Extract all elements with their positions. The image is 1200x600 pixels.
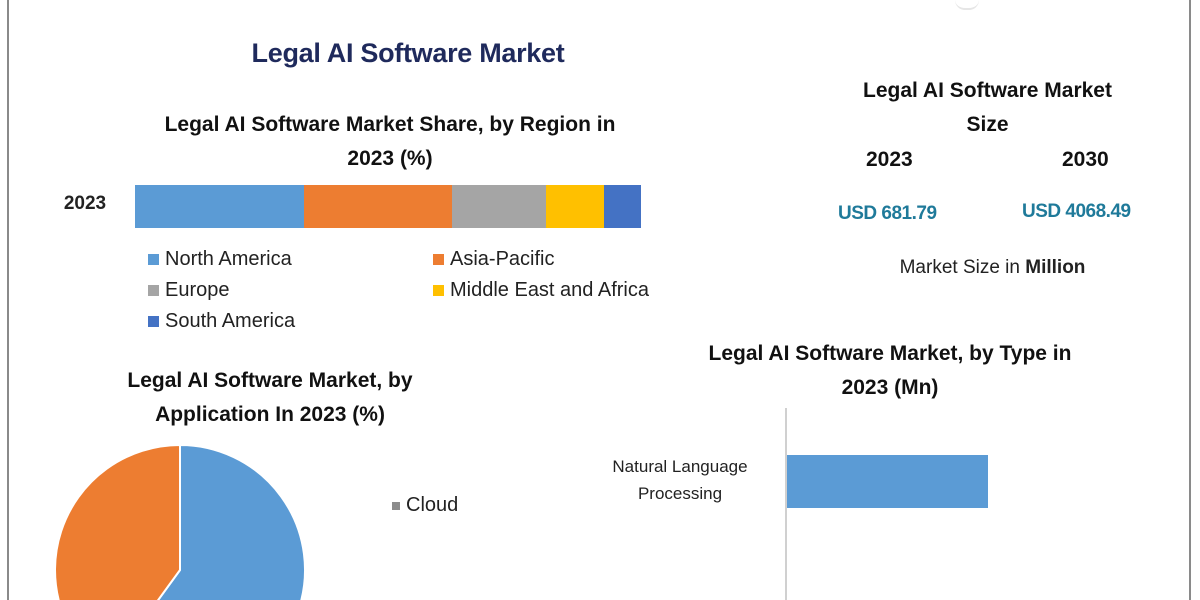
legend-cloud: Cloud xyxy=(392,494,458,517)
market-size-value-2030: USD 4068.49 xyxy=(1022,201,1131,222)
legend-north-america: North America xyxy=(148,248,292,271)
type-chart-axis xyxy=(785,408,787,600)
type-title-line2: 2023 (Mn) xyxy=(841,376,939,399)
market-size-note-prefix: Market Size in xyxy=(899,257,1026,278)
type-chart-title: Legal AI Software Market, by Type in 202… xyxy=(640,337,1140,405)
pie-slice-other xyxy=(54,443,181,600)
bar-segment-south-america xyxy=(604,185,641,228)
bar-segment-asia-pacific xyxy=(304,185,452,228)
bar-segment-middle-east-africa xyxy=(545,185,605,228)
legend-south-america: South America xyxy=(148,310,295,333)
type-category-label: Natural Language Processing xyxy=(585,453,775,507)
application-title-line1: Legal AI Software Market, by xyxy=(127,369,413,392)
legend-europe: Europe xyxy=(148,279,230,302)
market-size-title-line1: Legal AI Software Market xyxy=(863,79,1112,102)
bar-segment-north-america xyxy=(135,185,304,228)
legend-swatch-icon xyxy=(392,501,400,510)
frame-left-border xyxy=(7,0,9,600)
region-stacked-bar xyxy=(135,185,641,228)
pie-slice-cloud xyxy=(156,443,306,600)
market-size-year-2030: 2030 xyxy=(1062,148,1109,171)
region-chart-title: Legal AI Software Market Share, by Regio… xyxy=(110,108,670,176)
frame-right-border xyxy=(1189,0,1191,600)
legend-swatch-icon xyxy=(148,316,159,327)
market-size-note-unit: Million xyxy=(1025,257,1086,278)
application-pie-chart xyxy=(54,443,306,600)
legend-label: Cloud xyxy=(406,494,459,516)
legend-label: South America xyxy=(165,310,296,332)
legend-middle-east-africa: Middle East and Africa xyxy=(433,279,649,302)
market-size-title: Legal AI Software Market Size xyxy=(820,74,1155,142)
application-chart-title: Legal AI Software Market, by Application… xyxy=(70,364,470,432)
bar-segment-europe xyxy=(451,185,546,228)
legend-swatch-icon xyxy=(148,285,159,296)
legend-swatch-icon xyxy=(148,254,159,265)
region-title-line2: 2023 (%) xyxy=(347,147,433,170)
type-title-line1: Legal AI Software Market, by Type in xyxy=(708,342,1072,365)
legend-asia-pacific: Asia-Pacific xyxy=(433,248,554,271)
region-title-line1: Legal AI Software Market Share, by Regio… xyxy=(164,113,616,136)
legend-swatch-icon xyxy=(433,254,444,265)
market-size-value-2023: USD 681.79 xyxy=(838,203,937,224)
type-bar-nlp xyxy=(787,455,988,508)
market-size-year-2023: 2023 xyxy=(866,148,913,171)
page-title: Legal AI Software Market xyxy=(251,38,565,68)
application-title-line2: Application In 2023 (%) xyxy=(155,403,385,426)
legend-label: Asia-Pacific xyxy=(450,248,555,270)
market-size-note: Market Size in Million xyxy=(830,257,1155,279)
market-size-title-line2: Size xyxy=(966,113,1009,136)
legend-label: North America xyxy=(165,248,292,270)
legend-label: Middle East and Africa xyxy=(450,279,649,301)
legend-label: Europe xyxy=(165,279,230,301)
legend-swatch-icon xyxy=(433,285,444,296)
region-year-label: 2023 xyxy=(63,193,107,214)
watermark-logo-icon xyxy=(955,0,979,10)
type-category-line1: Natural Language xyxy=(612,457,748,476)
type-category-line2: Processing xyxy=(637,484,723,503)
